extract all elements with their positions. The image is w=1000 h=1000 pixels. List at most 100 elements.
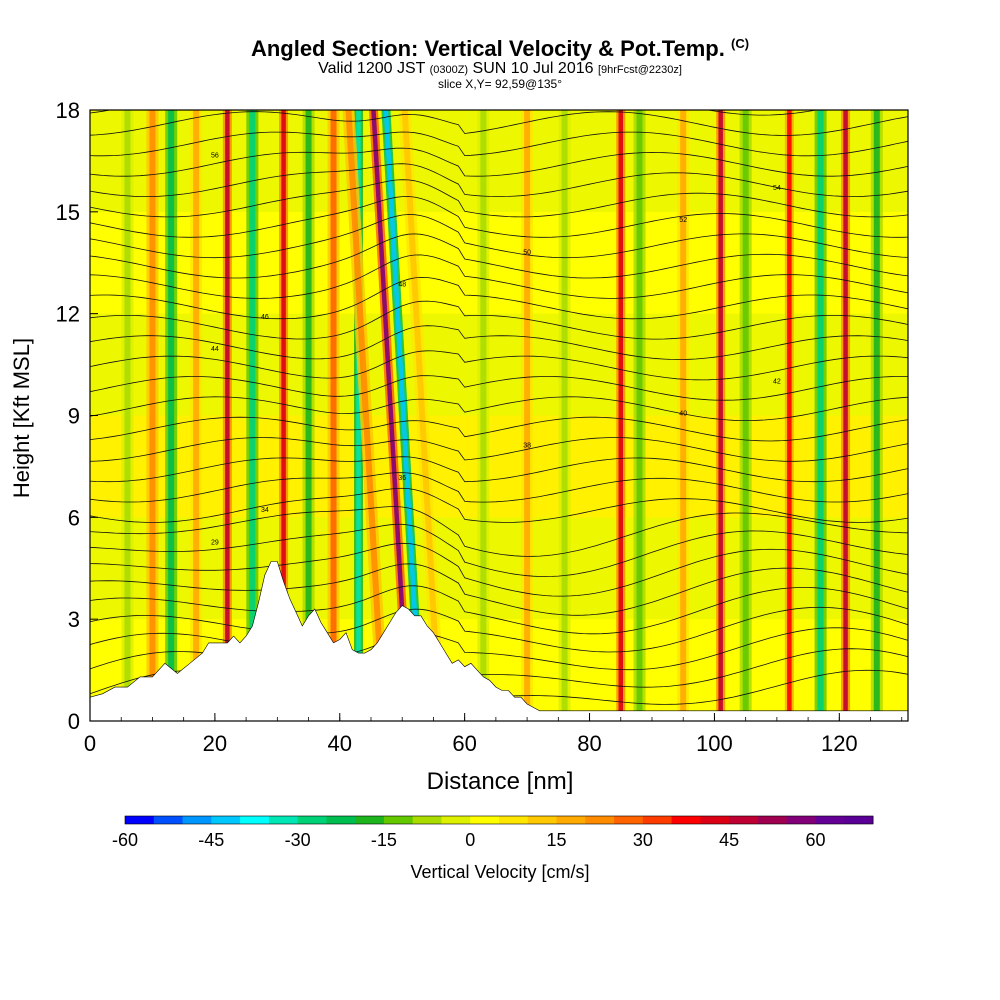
x-tick-label: 100 (696, 731, 733, 756)
theta-contour (90, 179, 908, 218)
velocity-streak (190, 110, 203, 721)
y-tick-label: 3 (68, 607, 80, 632)
colorbar-tick-label: -60 (112, 830, 138, 850)
contour-label: 44 (211, 346, 219, 353)
colorbar-swatch (125, 816, 155, 824)
contour-label: 42 (773, 378, 781, 385)
contour-label: 34 (261, 507, 269, 514)
y-axis-label: Height [Kft MSL] (9, 337, 34, 499)
colorbar-swatch (614, 816, 644, 824)
x-tick-label: 60 (452, 731, 476, 756)
contour-label: 50 (523, 249, 531, 256)
contour-label: 56 (211, 153, 219, 160)
theta-contour (90, 300, 908, 340)
velocity-streak (398, 110, 446, 721)
colorbar-swatch (153, 816, 184, 824)
theta-contour (90, 111, 908, 136)
velocity-streak (633, 110, 646, 721)
terrain-polygon (90, 561, 908, 721)
x-tick-label: 20 (203, 731, 227, 756)
velocity-streak (616, 110, 626, 721)
velocity-streak (121, 110, 134, 721)
valid-time-utc: (0300Z) (429, 64, 469, 76)
colorbar-swatch (499, 816, 529, 824)
x-tick-label: 0 (84, 731, 96, 756)
colorbar-label: Vertical Velocity [cm/s] (410, 862, 590, 882)
theta-contour (90, 523, 908, 577)
colorbar-tick-label: 30 (633, 830, 653, 850)
colorbar-swatch (412, 816, 442, 824)
theta-contour (90, 437, 908, 462)
colorbar-frame (124, 815, 874, 825)
velocity-streak (368, 110, 413, 721)
y-tick-label: 15 (56, 200, 80, 225)
theta-contour (90, 163, 908, 198)
colorbar-swatch (671, 816, 701, 824)
y-tick-label: 9 (68, 404, 80, 429)
theta-contour (90, 487, 908, 523)
velocity-streak (521, 110, 534, 721)
velocity-streak (327, 110, 340, 721)
colorbar-tick-label: -45 (198, 830, 224, 850)
colorbar-swatch (757, 816, 788, 824)
velocity-streak (302, 110, 315, 721)
colorbar: -60 -45 -30 -15 0 15 30 45 60 (112, 815, 874, 850)
theta-contour (90, 563, 908, 616)
theta-contour (90, 375, 908, 401)
x-tick-label: 80 (577, 731, 601, 756)
theta-contour (90, 350, 908, 381)
contour-label: 54 (773, 185, 781, 192)
forecast-info: [9hrFcst@2230z] (597, 64, 682, 76)
contour-label: 48 (398, 282, 406, 289)
theta-contour (90, 506, 908, 557)
velocity-streak (716, 110, 726, 721)
velocity-streak (677, 110, 690, 721)
colorbar-swatch (211, 816, 241, 824)
chart-subtitle: Valid 1200 JST (0300Z) SUN 10 Jul 2016 [… (0, 60, 1000, 78)
colorbar-swatch (355, 816, 385, 824)
colorbar-swatch (700, 816, 730, 824)
colorbar-tick-label: -15 (371, 830, 397, 850)
y-tick-label: 18 (56, 98, 80, 123)
theta-contour (90, 214, 908, 259)
y-tick-label: 6 (68, 505, 80, 530)
contour-label: 52 (679, 217, 687, 224)
theta-contour (90, 606, 908, 653)
velocity-streak (784, 110, 794, 721)
y-tick-label: 0 (68, 709, 80, 734)
theta-contour (90, 456, 908, 483)
colorbar-swatch (441, 816, 471, 824)
y-tick-label: 12 (56, 302, 80, 327)
theta-contour (90, 585, 908, 635)
theta-contour (90, 627, 908, 671)
velocity-streak (146, 110, 159, 721)
velocity-streak (222, 110, 232, 721)
chart-title: Angled Section: Vertical Velocity & Pot.… (0, 36, 1000, 62)
theta-contour (90, 396, 908, 422)
colorbar-swatch (729, 816, 759, 824)
terrain-mask (90, 561, 908, 721)
theta-contour (90, 147, 908, 177)
colorbar-swatch (786, 816, 816, 824)
colorbar-swatch (297, 816, 327, 824)
colorbar-swatch (527, 816, 558, 824)
theta-contour (90, 542, 908, 597)
velocity-streak (558, 110, 571, 721)
valid-time: Valid 1200 JST (318, 60, 426, 77)
colorbar-tick-label: -30 (285, 830, 311, 850)
velocity-streak (739, 110, 752, 721)
chart-title-unit: (C) (731, 36, 750, 51)
colorbar-swatch (844, 816, 874, 824)
colorbar-tick-label: 0 (465, 830, 475, 850)
colorbar-swatch (815, 816, 845, 824)
x-tick-label: 120 (821, 731, 858, 756)
colorbar-swatch (268, 816, 299, 824)
theta-contour (90, 325, 908, 360)
velocity-streak (870, 110, 883, 721)
theta-contour (90, 276, 908, 320)
velocity-streak (342, 110, 390, 721)
theta-contour (90, 254, 908, 299)
theta-contour (90, 233, 908, 279)
colorbar-swatch (585, 816, 615, 824)
